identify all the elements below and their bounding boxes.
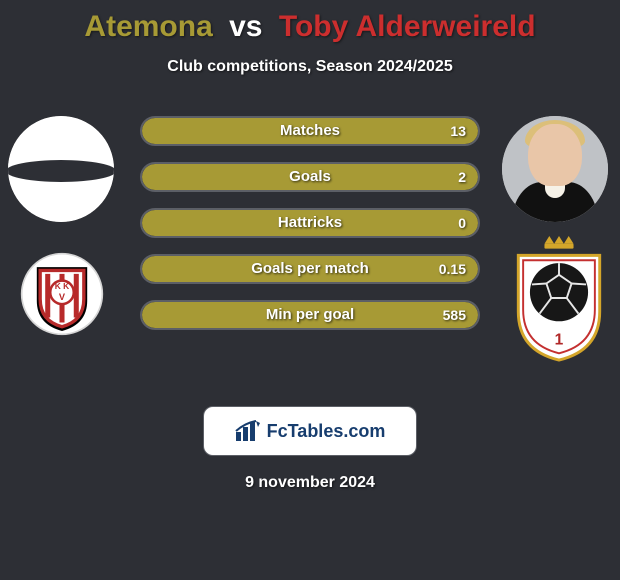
stat-bar: Min per goal585 (140, 300, 480, 330)
stat-bar-value-b: 0.15 (427, 256, 478, 282)
stat-bar-value-b: 2 (446, 164, 478, 190)
title-player-a: Atemona (84, 10, 212, 43)
fctables-logo-icon (235, 420, 261, 442)
player-a-club-badge: K K V (20, 252, 104, 336)
stat-bar-fill-b (142, 302, 478, 328)
page-title: Atemona vs Toby Alderweireld (0, 0, 620, 44)
player-b-head (528, 124, 582, 186)
stat-bar: Matches13 (140, 116, 480, 146)
subtitle: Club competitions, Season 2024/2025 (0, 58, 620, 76)
svg-text:1: 1 (555, 332, 564, 349)
stats-bars: Matches13 Goals2 Hattricks0 Goals per match… (140, 116, 480, 346)
club-b-shield-icon: 1 (496, 236, 620, 362)
club-a-shield-icon: K K V (20, 252, 104, 336)
player-b-club-badge: 1 (496, 236, 620, 362)
stat-bar: Goals per match0.15 (140, 254, 480, 284)
svg-text:K K: K K (55, 281, 69, 291)
stat-bar: Hattricks0 (140, 208, 480, 238)
player-b-avatar (502, 116, 608, 222)
comparison-area: K K V (0, 116, 620, 386)
svg-text:V: V (59, 292, 66, 302)
stat-bar: Goals2 (140, 162, 480, 192)
stat-bar-fill-b (142, 118, 478, 144)
stat-bar-fill-b (142, 164, 478, 190)
title-player-b: Toby Alderweireld (279, 10, 536, 43)
fctables-branding[interactable]: FcTables.com (203, 406, 417, 456)
stat-bar-value-b: 13 (438, 118, 478, 144)
player-a-placeholder-icon (8, 160, 114, 182)
stat-bar-value-b: 585 (431, 302, 478, 328)
player-a-avatar (8, 116, 114, 222)
footer-date: 9 november 2024 (0, 474, 620, 492)
title-vs: vs (229, 10, 262, 43)
stat-bar-fill-b (142, 210, 478, 236)
fctables-text: FcTables.com (267, 421, 386, 442)
stat-bar-value-b: 0 (446, 210, 478, 236)
